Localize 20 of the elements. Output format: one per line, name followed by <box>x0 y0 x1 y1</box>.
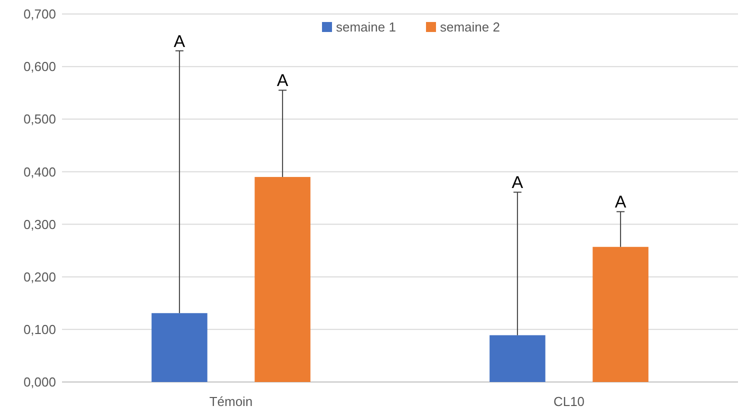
legend-label: semaine 2 <box>440 20 500 35</box>
y-tick-label: 0,100 <box>23 322 56 337</box>
annotation: A <box>276 71 289 90</box>
bar <box>254 176 310 382</box>
bar <box>152 313 208 382</box>
y-tick-label: 0,700 <box>23 6 56 22</box>
legend-label: semaine 1 <box>336 20 396 35</box>
y-tick-label: 0,600 <box>23 59 56 74</box>
bar <box>490 335 546 382</box>
annotation: A <box>614 192 627 212</box>
annotation: A <box>174 32 186 51</box>
y-tick-label: 0,500 <box>23 112 56 127</box>
annotation: A <box>512 173 524 192</box>
bar <box>592 246 648 382</box>
y-tick-label: 0,400 <box>23 164 56 180</box>
y-tick-label: 0,000 <box>23 374 56 390</box>
x-tick-label: Témoin <box>209 394 253 409</box>
x-tick-label: CL10 <box>553 394 585 409</box>
y-tick-label: 0,300 <box>23 216 56 232</box>
y-tick-label: 0,200 <box>23 269 56 284</box>
